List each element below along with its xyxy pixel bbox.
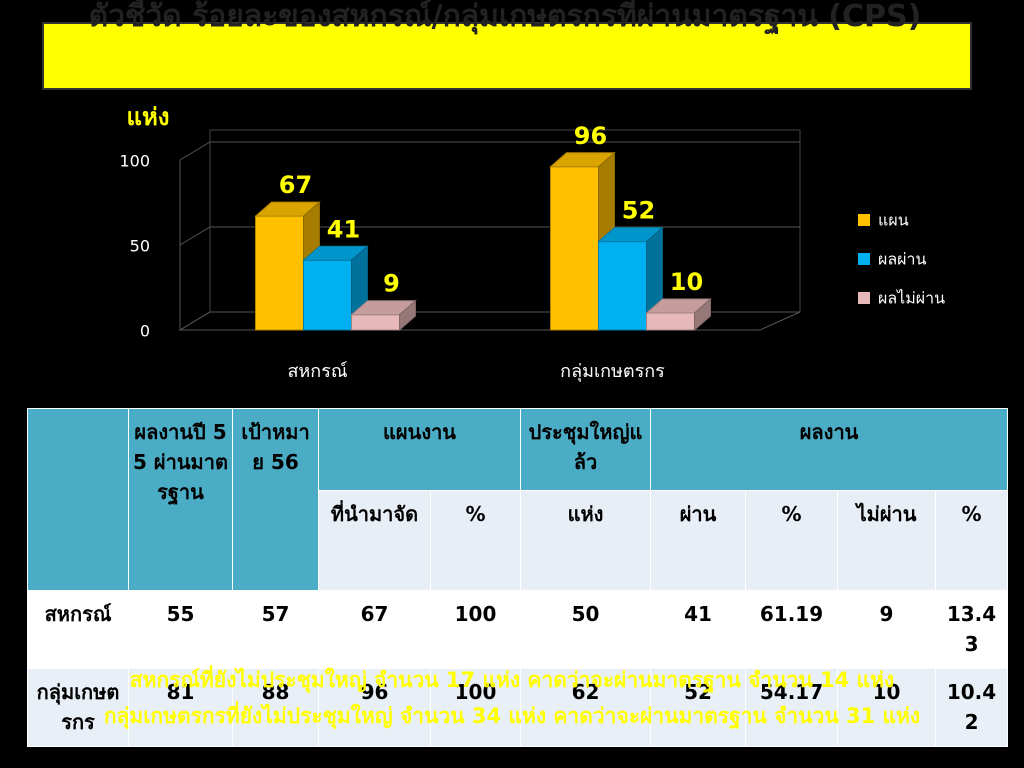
data-table: ผลงานปี 55 ผ่านมาตรฐาน เป้าหมาย 56 แผนงา… bbox=[27, 408, 1009, 747]
y-tick-label: 0 bbox=[140, 322, 150, 341]
table-cell: 50 bbox=[520, 590, 652, 669]
legend-swatch bbox=[858, 214, 870, 226]
row-header: กลุ่มเกษตรกร bbox=[27, 668, 129, 747]
table-cell: 62 bbox=[520, 668, 652, 747]
table-cell: 10.42 bbox=[935, 668, 1009, 747]
data-label: 10 bbox=[670, 268, 703, 296]
table-cell: 10 bbox=[837, 668, 937, 747]
table-cell: 67 bbox=[318, 590, 431, 669]
chart: 0 50 100 แห่งสหกรณ์ 67 41 9 กลุ่มเกษตรกร 96 52 10 แ… bbox=[119, 103, 945, 382]
row-header: สหกรณ์ bbox=[27, 590, 129, 669]
bar-side bbox=[399, 299, 416, 332]
bar bbox=[598, 241, 647, 331]
y-tick-label: 100 bbox=[119, 152, 150, 171]
table-cell: 100 bbox=[429, 590, 522, 669]
header-cell: % bbox=[935, 490, 1009, 591]
table-cell: 41 bbox=[650, 590, 747, 669]
bar bbox=[550, 166, 599, 331]
header-cell: ผ่าน bbox=[650, 490, 747, 591]
data-label: 96 bbox=[574, 122, 607, 150]
legend-label: แผน bbox=[878, 211, 909, 230]
bar-side bbox=[694, 297, 711, 332]
y-tick-label: 50 bbox=[130, 237, 150, 256]
table-cell: 9 bbox=[837, 590, 937, 669]
legend-swatch bbox=[858, 253, 870, 265]
table-cell: 54.17 bbox=[745, 668, 839, 747]
header-cell: ประชุมใหญ่แล้ว bbox=[520, 408, 652, 491]
legend-label: ผลผ่าน bbox=[878, 250, 927, 269]
legend-swatch bbox=[858, 292, 870, 304]
data-label: 9 bbox=[383, 270, 400, 298]
header-cell: % bbox=[745, 490, 839, 591]
bar bbox=[351, 314, 400, 331]
notes: สหกรณ์ที่ยังไม่ประชุมใหญ่ จำนวน 17 แห่ง … bbox=[10, 662, 1014, 734]
note: สหกรณ์ที่ยังไม่ประชุมใหญ่ จำนวน 17 แห่ง … bbox=[129, 668, 895, 692]
header-cell: แห่ง bbox=[520, 490, 652, 591]
data-label: 67 bbox=[279, 171, 312, 199]
title-box bbox=[42, 22, 972, 90]
slide-title: ตัวชี้วัด ร้อยละของสหกรณ์/กลุ่มเกษตรกรที… bbox=[88, 0, 922, 34]
table-cell: 55 bbox=[128, 590, 233, 669]
header-cell: ที่นำมาจัด bbox=[318, 490, 431, 591]
grid-line bbox=[179, 141, 800, 161]
header-cell bbox=[27, 408, 129, 591]
data-label: 52 bbox=[622, 197, 655, 225]
table-cell: 52 bbox=[650, 668, 747, 747]
table-cell: 100 bbox=[429, 668, 522, 747]
table-cell: 81 bbox=[128, 668, 233, 747]
bar bbox=[303, 259, 352, 331]
bar bbox=[255, 215, 304, 331]
table-cell: 88 bbox=[232, 668, 319, 747]
bar bbox=[646, 312, 695, 331]
header-cell: % bbox=[429, 490, 522, 591]
table-cell: 13.43 bbox=[935, 590, 1009, 669]
legend-label: ผลไม่ผ่าน bbox=[878, 289, 945, 308]
data-label: 41 bbox=[327, 215, 360, 243]
header-cell: ผลงานปี 55 ผ่านมาตรฐาน bbox=[128, 408, 233, 591]
table-cell: 61.19 bbox=[745, 590, 839, 669]
header-cell: เป้าหมาย 56 bbox=[232, 408, 319, 591]
x-tick-label: กลุ่มเกษตรกร bbox=[560, 361, 665, 382]
table-cell: 57 bbox=[232, 590, 319, 669]
header-cell: แผนงาน bbox=[317, 408, 522, 491]
x-tick-label: สหกรณ์ bbox=[287, 361, 347, 382]
header-cell: ไม่ผ่าน bbox=[837, 490, 937, 591]
y-axis-label: แห่ง bbox=[126, 103, 169, 131]
note: กลุ่มเกษตรกรที่ยังไม่ประชุมใหญ่ จำนวน 34… bbox=[103, 704, 921, 728]
header-cell: ผลงาน bbox=[650, 408, 1009, 491]
